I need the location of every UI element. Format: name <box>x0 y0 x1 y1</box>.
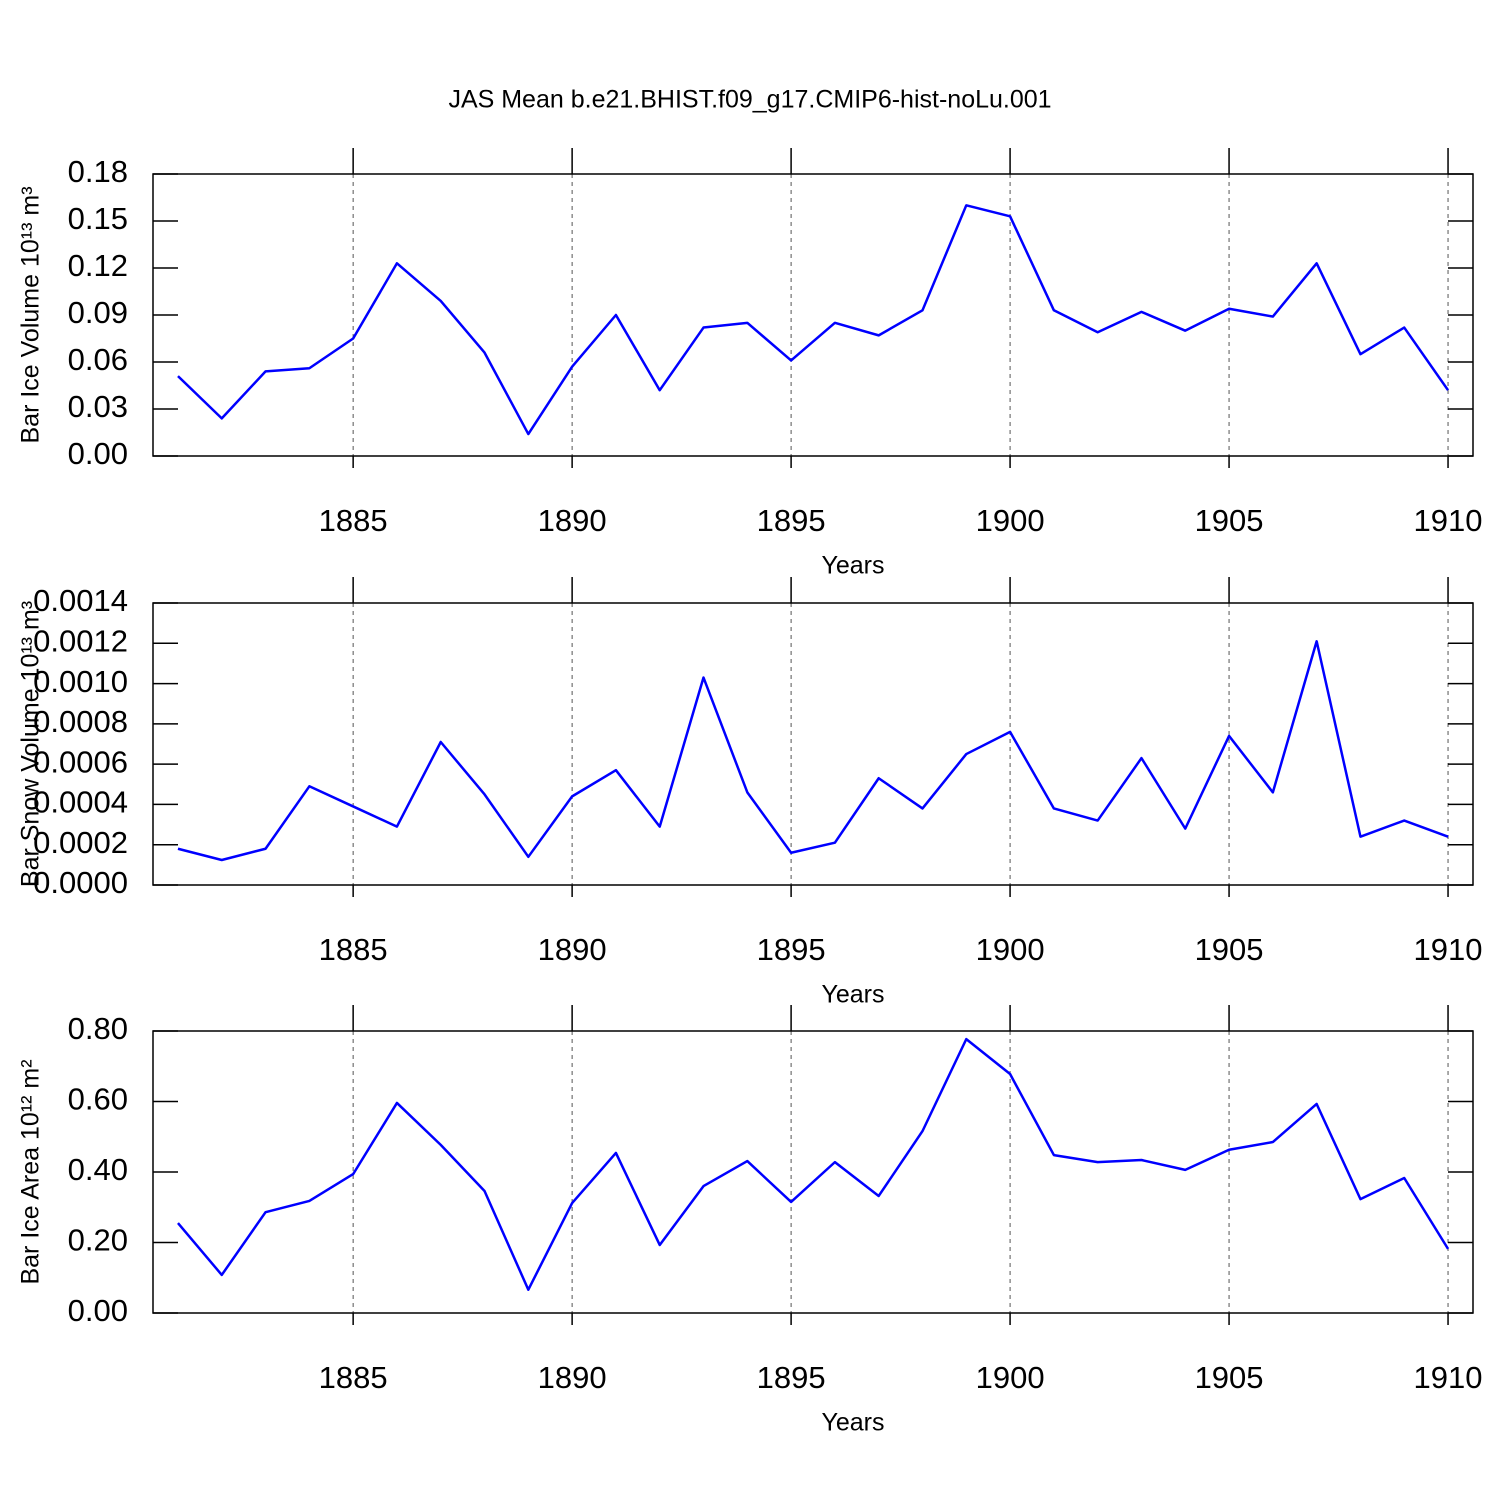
x-tick-label: 1910 <box>1414 932 1483 967</box>
y-tick-label: 0.60 <box>68 1082 128 1117</box>
plot-frame <box>152 1030 1474 1314</box>
data-line <box>177 204 1450 436</box>
y-tick-label: 0.40 <box>68 1152 128 1187</box>
y-tick-label: 0.18 <box>68 154 128 189</box>
x-tick-label: 1890 <box>538 932 607 967</box>
y-tick-label: 0.0002 <box>33 825 128 860</box>
plot-frame <box>152 173 1474 457</box>
y-tick-label: 0.0004 <box>33 785 128 820</box>
y-tick-label: 0.0010 <box>33 664 128 699</box>
y-tick-label: 0.0006 <box>33 744 128 779</box>
y-tick-label: 0.00 <box>68 436 128 471</box>
x-tick-label: 1910 <box>1414 1360 1483 1395</box>
y-tick-label: 0.0014 <box>33 583 128 618</box>
y-tick-label: 0.0008 <box>33 704 128 739</box>
data-line <box>177 640 1449 862</box>
x-tick-label: 1905 <box>1195 1360 1264 1395</box>
y-axis-label: Bar Snow Volume 10¹³ m³ <box>17 601 45 887</box>
y-axis-label: Bar Ice Area 10¹² m² <box>17 1059 45 1284</box>
x-tick-label: 1885 <box>319 503 388 538</box>
y-tick-label: 0.15 <box>68 201 128 236</box>
y-tick-label: 0.12 <box>68 248 128 283</box>
x-tick-label: 1910 <box>1414 503 1483 538</box>
x-tick-label: 1905 <box>1195 503 1264 538</box>
x-axis-label: Years <box>821 552 884 580</box>
x-tick-label: 1895 <box>757 932 826 967</box>
x-tick-label: 1900 <box>976 503 1045 538</box>
x-axis-label: Years <box>821 981 884 1009</box>
x-tick-label: 1890 <box>538 503 607 538</box>
x-axis-label: Years <box>821 1409 884 1437</box>
figure-title: JAS Mean b.e21.BHIST.f09_g17.CMIP6-hist-… <box>448 86 1051 114</box>
x-tick-label: 1905 <box>1195 932 1264 967</box>
y-tick-label: 0.00 <box>68 1293 128 1328</box>
y-tick-label: 0.06 <box>68 342 128 377</box>
data-line <box>177 1037 1450 1291</box>
x-tick-label: 1900 <box>976 1360 1045 1395</box>
x-tick-label: 1885 <box>319 932 388 967</box>
plot-frame <box>152 602 1474 886</box>
y-axis-label: Bar Ice Volume 10¹³ m³ <box>17 186 45 443</box>
y-tick-label: 0.03 <box>68 389 128 424</box>
y-tick-label: 0.09 <box>68 295 128 330</box>
y-tick-label: 0.20 <box>68 1223 128 1258</box>
x-tick-label: 1895 <box>757 503 826 538</box>
x-tick-label: 1890 <box>538 1360 607 1395</box>
y-tick-label: 0.0012 <box>33 623 128 658</box>
x-tick-label: 1885 <box>319 1360 388 1395</box>
y-tick-label: 0.0000 <box>33 865 128 900</box>
x-tick-label: 1895 <box>757 1360 826 1395</box>
x-tick-label: 1900 <box>976 932 1045 967</box>
y-tick-label: 0.80 <box>68 1011 128 1046</box>
